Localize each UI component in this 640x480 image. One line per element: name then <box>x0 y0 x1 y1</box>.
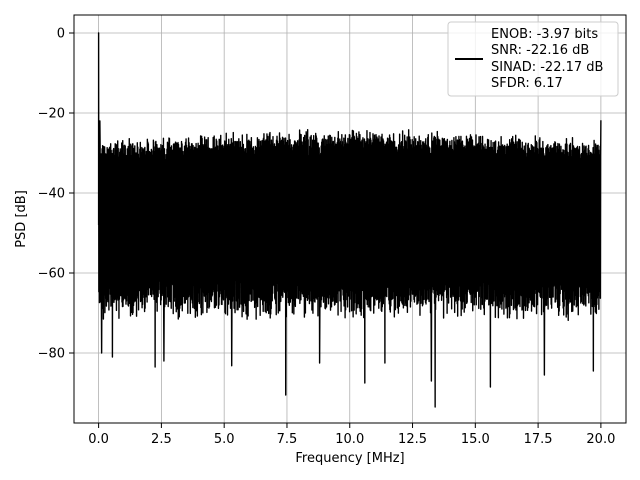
x-tick-label: 7.5 <box>277 432 298 447</box>
x-axis-label: Frequency [MHz] <box>295 451 404 466</box>
plot-area <box>97 32 602 408</box>
x-tick-label: 2.5 <box>151 432 172 447</box>
legend-box <box>447 21 619 97</box>
x-tick-label: 0.0 <box>88 432 109 447</box>
x-tick-label: 17.5 <box>524 432 553 447</box>
y-axis: 0 −20 −40 −60 −80 <box>38 27 74 362</box>
x-tick-label: 20.0 <box>586 432 615 447</box>
legend-entry-snr: SNR: -22.16 dB <box>491 43 589 58</box>
x-tick-label: 12.5 <box>398 432 427 447</box>
y-tick-label: −40 <box>38 187 65 202</box>
legend-entry-sinad: SINAD: -22.17 dB <box>491 60 603 75</box>
y-tick-label: 0 <box>57 27 65 42</box>
x-tick-label: 10.0 <box>335 432 364 447</box>
legend-entry-enob: ENOB: -3.97 bits <box>491 27 598 42</box>
y-tick-label: −60 <box>38 267 65 282</box>
x-axis: 0.0 2.5 5.0 7.5 10.0 12.5 15.0 17.5 20.0 <box>88 423 615 447</box>
y-tick-label: −80 <box>38 347 65 362</box>
y-axis-label: PSD [dB] <box>14 190 29 248</box>
legend-entry-sfdr: SFDR: 6.17 <box>491 76 563 91</box>
y-tick-label: −20 <box>38 107 65 122</box>
x-tick-label: 15.0 <box>461 432 490 447</box>
series-psd-line <box>97 32 602 408</box>
legend: ENOB: -3.97 bits SNR: -22.16 dB SINAD: -… <box>447 21 619 97</box>
x-tick-label: 5.0 <box>214 432 235 447</box>
